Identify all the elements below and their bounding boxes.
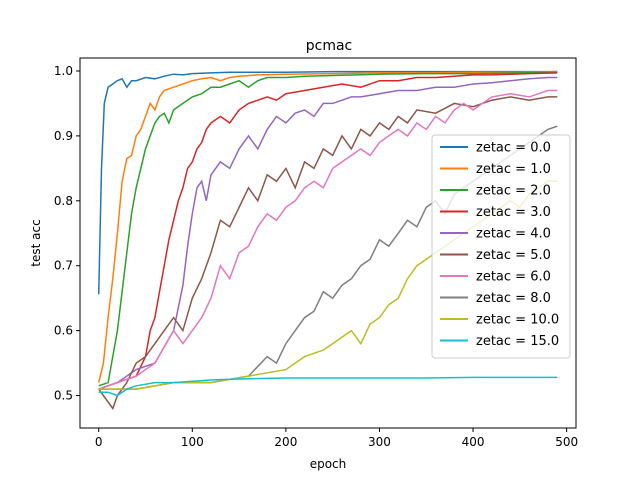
x-tick-label: 500 [555,435,578,449]
x-axis-label: epoch [310,457,347,471]
chart-title: pcmac [306,38,353,54]
y-tick-label: 1.0 [54,64,73,78]
series-line-0 [97,70,558,295]
y-axis-label: test acc [29,219,43,266]
x-tick-label: 0 [95,435,103,449]
series-line-6 [98,89,558,390]
series-layer [97,70,558,411]
series-line-2 [98,71,558,387]
y-axis: 0.5 0.6 0.7 0.8 0.9 1.0 [54,64,80,403]
y-tick-label: 0.9 [54,129,73,143]
legend-label-9: zetac = 15.0 [476,334,559,349]
legend-label-3: zetac = 3.0 [476,205,551,220]
x-axis: 0 100 200 300 400 500 [95,428,578,449]
x-tick-label: 300 [368,435,391,449]
series-line-5 [98,96,558,411]
legend: zetac = 0.0 zetac = 1.0 zetac = 2.0 zetac =… [431,134,571,359]
y-tick-label: 0.7 [54,259,73,273]
series-line-4 [98,76,558,390]
legend-label-5: zetac = 5.0 [476,248,551,263]
y-tick-label: 0.6 [54,324,73,338]
x-tick-label: 200 [274,435,297,449]
series-line-1 [97,70,558,383]
y-tick-label: 0.5 [54,389,73,403]
x-tick-label: 100 [181,435,204,449]
legend-label-0: zetac = 0.0 [476,141,551,156]
legend-label-8: zetac = 10.0 [476,313,559,328]
series-line-3 [98,72,558,390]
series-line-9 [98,376,558,397]
legend-label-6: zetac = 6.0 [476,270,551,285]
legend-label-4: zetac = 4.0 [476,227,551,242]
y-tick-label: 0.8 [54,194,73,208]
legend-label-1: zetac = 1.0 [476,162,551,177]
x-tick-label: 400 [462,435,485,449]
legend-label-7: zetac = 8.0 [476,291,551,306]
legend-label-2: zetac = 2.0 [476,184,551,199]
